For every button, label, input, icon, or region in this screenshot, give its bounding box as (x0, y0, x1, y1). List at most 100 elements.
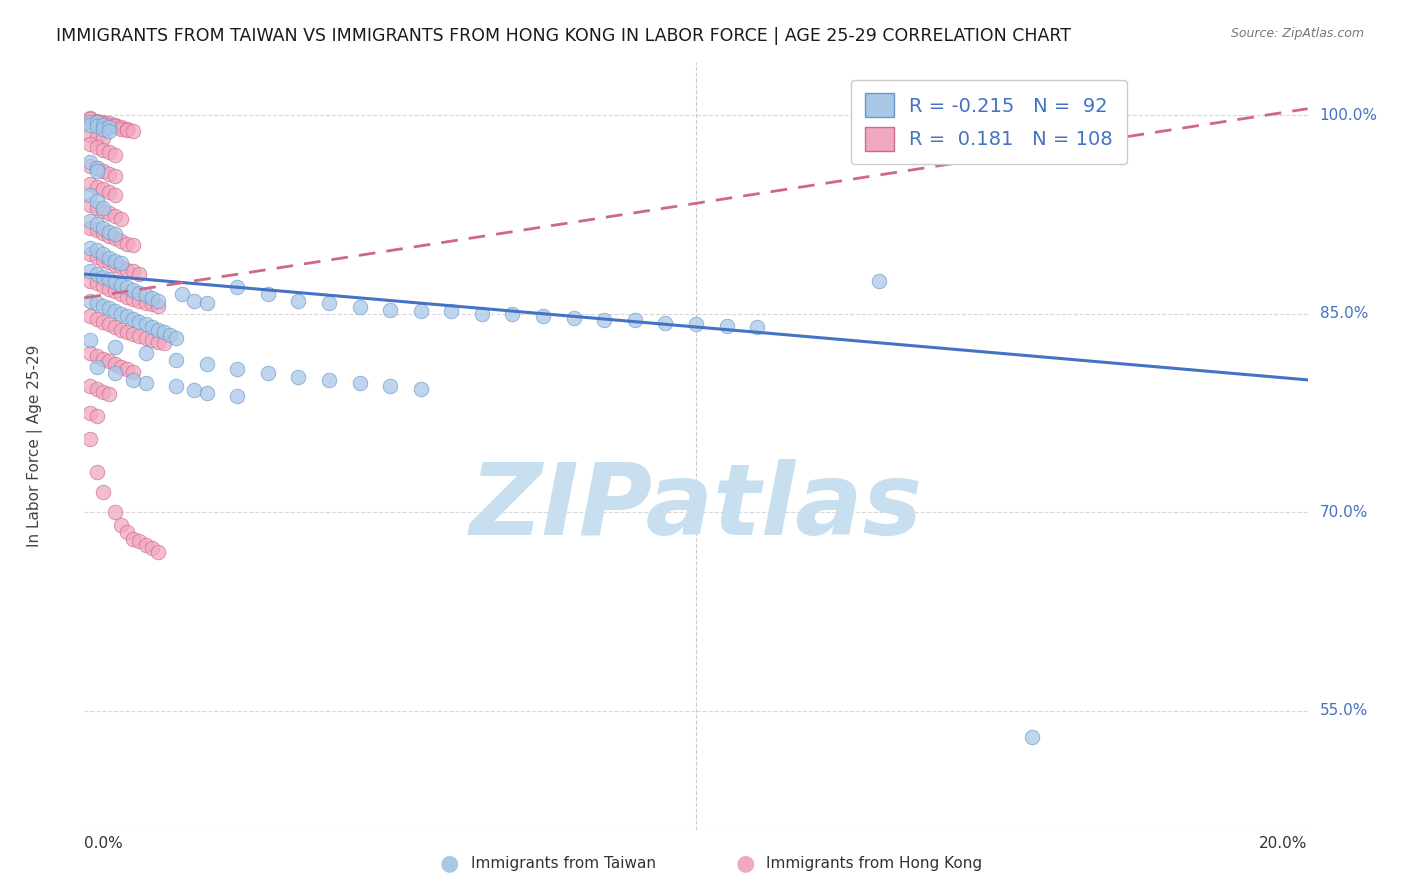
Point (226, 280, 249, 294)
Point (128, 293, 150, 308)
Point (104, 209, 127, 223)
Point (110, 211, 132, 226)
Point (91, 143, 114, 157)
Point (104, 258, 127, 272)
Point (110, 121, 132, 136)
Point (97, 167, 120, 181)
Point (115, 123, 138, 137)
Point (562, 310, 585, 325)
Point (79, 137, 101, 152)
Point (146, 299, 169, 313)
Point (79, 187, 101, 202)
Point (110, 518, 132, 533)
Text: 100.0%: 100.0% (1320, 108, 1378, 123)
Point (97, 116, 120, 130)
Point (183, 293, 205, 308)
Point (593, 313, 616, 327)
Point (91, 115, 114, 129)
Point (141, 320, 163, 334)
Point (97, 118, 120, 132)
Text: In Labor Force | Age 25-29: In Labor Force | Age 25-29 (28, 345, 44, 547)
Point (79, 177, 101, 191)
Point (97, 272, 120, 286)
Point (135, 296, 157, 310)
Point (79, 333, 101, 347)
Point (97, 387, 120, 401)
Point (135, 318, 157, 332)
Point (86, 161, 108, 176)
Point (91, 201, 114, 215)
Point (104, 148, 127, 162)
Point (128, 329, 150, 343)
Point (91, 116, 114, 130)
Point (135, 376, 157, 390)
Point (257, 286, 280, 301)
Point (141, 291, 163, 305)
Point (104, 285, 127, 299)
Point (110, 323, 132, 337)
Point (97, 282, 120, 296)
Point (79, 220, 101, 235)
Point (97, 301, 120, 316)
Point (380, 379, 402, 393)
Text: ZIPatlas: ZIPatlas (470, 458, 922, 556)
Point (110, 256, 132, 270)
Point (104, 320, 127, 334)
Point (79, 379, 101, 393)
Point (318, 373, 340, 387)
Point (97, 255, 120, 269)
Point (91, 315, 114, 329)
Point (115, 310, 138, 324)
Point (91, 118, 114, 132)
Point (79, 241, 101, 255)
Point (91, 226, 114, 240)
Point (91, 269, 114, 284)
Point (97, 185, 120, 199)
Point (86, 244, 108, 258)
Point (110, 307, 132, 321)
Point (91, 351, 114, 366)
Point (104, 340, 127, 354)
Point (86, 382, 108, 396)
Point (104, 187, 127, 202)
Point (531, 310, 554, 324)
Point (86, 223, 108, 237)
Point (716, 318, 738, 333)
Point (79, 159, 101, 173)
Legend: R = -0.215   N =  92, R =  0.181   N = 108: R = -0.215 N = 92, R = 0.181 N = 108 (851, 79, 1126, 164)
Point (380, 302, 402, 317)
Point (654, 316, 676, 330)
Point (97, 318, 120, 332)
Point (165, 330, 187, 344)
Point (440, 304, 463, 318)
Point (471, 307, 494, 321)
Point (122, 326, 145, 341)
Point (104, 118, 127, 132)
Point (135, 538, 157, 552)
Point (86, 164, 108, 178)
Point (128, 534, 150, 549)
Point (122, 373, 145, 387)
Point (115, 263, 138, 277)
Point (91, 299, 114, 313)
Point (115, 524, 138, 539)
Point (104, 169, 127, 184)
Point (122, 532, 145, 546)
Point (146, 323, 169, 337)
Point (79, 214, 101, 228)
Point (86, 113, 108, 128)
Point (146, 293, 169, 308)
Point (86, 115, 108, 129)
Point (91, 182, 114, 196)
Point (86, 115, 108, 129)
Point (685, 318, 707, 332)
Point (128, 267, 150, 281)
Point (110, 120, 132, 135)
Point (104, 357, 127, 371)
Point (86, 217, 108, 231)
Point (226, 389, 249, 403)
Point (110, 260, 132, 275)
Point (86, 119, 108, 133)
Point (135, 288, 157, 302)
Point (97, 354, 120, 368)
